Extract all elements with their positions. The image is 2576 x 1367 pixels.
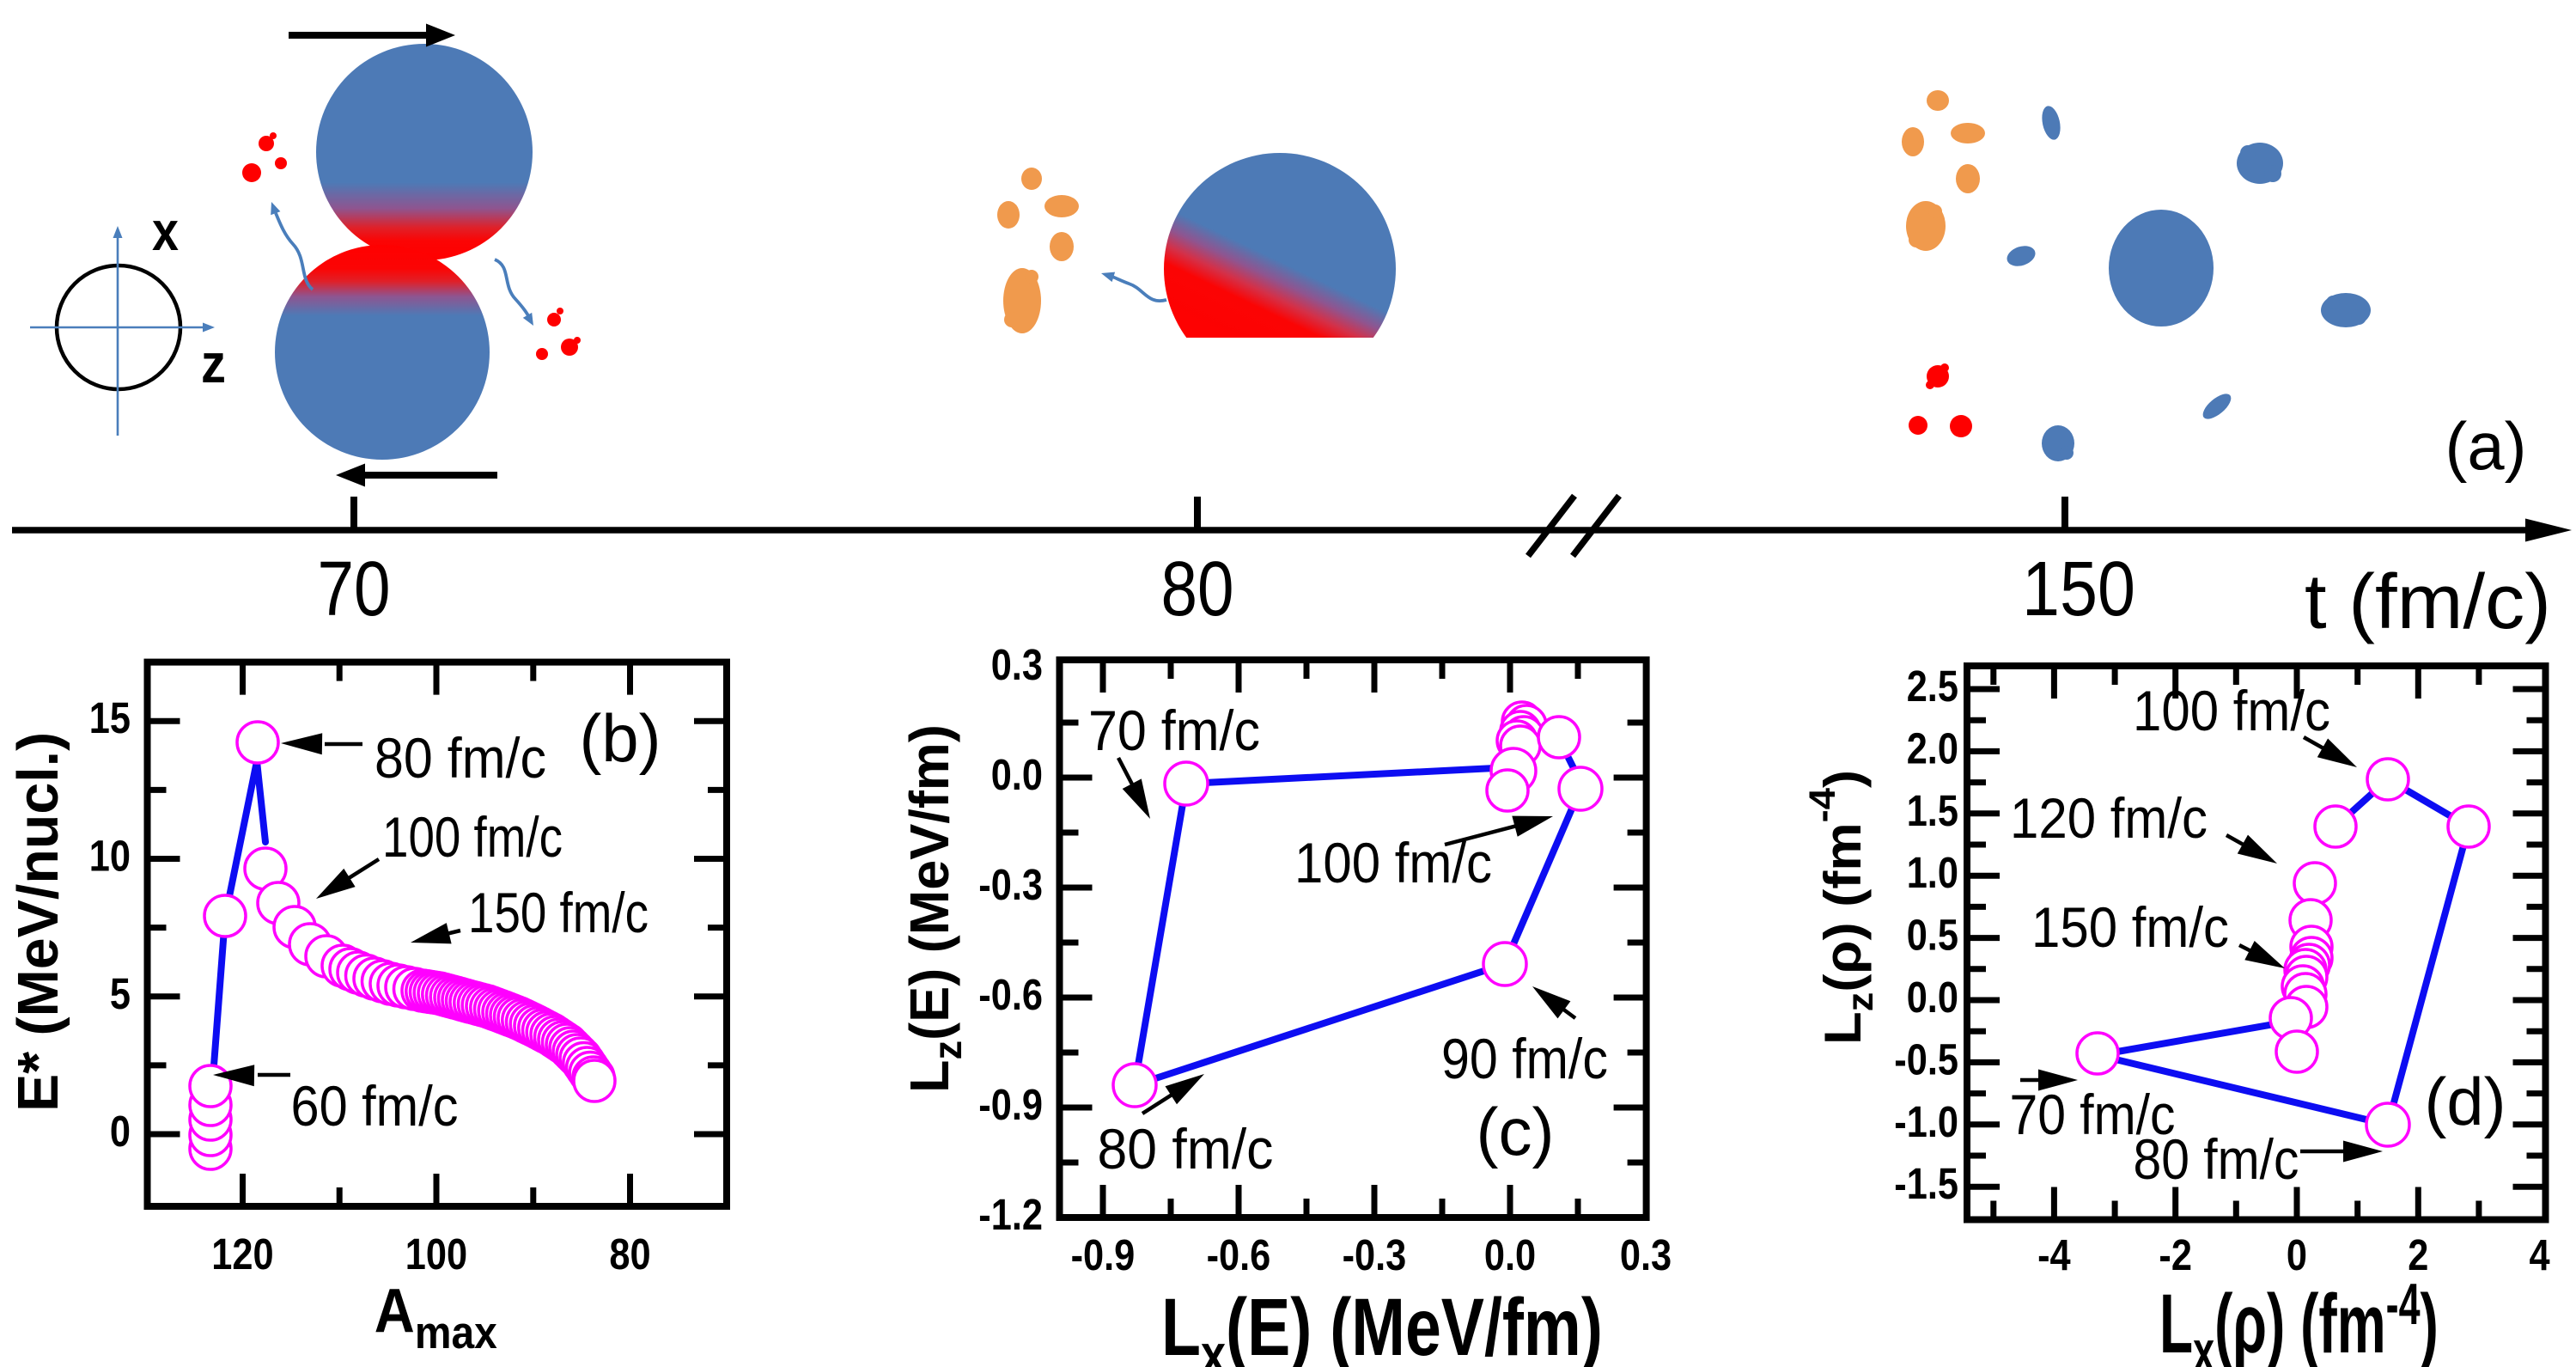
- svg-text:150 fm/c: 150 fm/c: [468, 881, 649, 944]
- svg-text:2: 2: [2408, 1231, 2428, 1280]
- svg-text:-4: -4: [2037, 1231, 2071, 1280]
- svg-text:70 fm/c: 70 fm/c: [1088, 699, 1260, 763]
- svg-text:Lx(ρ) (fm-4): Lx(ρ) (fm-4): [2159, 1272, 2439, 1367]
- svg-text:0.0: 0.0: [1484, 1231, 1536, 1280]
- svg-text:-0.9: -0.9: [1071, 1231, 1136, 1280]
- svg-text:0.0: 0.0: [991, 751, 1043, 800]
- svg-text:Lz(E) (MeV/fm): Lz(E) (MeV/fm): [899, 724, 971, 1093]
- svg-text:-0.3: -0.3: [978, 861, 1043, 910]
- svg-text:80: 80: [609, 1230, 650, 1279]
- svg-text:-1.2: -1.2: [978, 1191, 1043, 1240]
- svg-text:(d): (d): [2425, 1065, 2506, 1139]
- svg-text:90 fm/c: 90 fm/c: [1441, 1028, 1608, 1091]
- svg-text:1.5: 1.5: [1907, 787, 1958, 836]
- svg-text:70 fm/c: 70 fm/c: [2010, 1083, 2176, 1147]
- svg-text:Amax: Amax: [375, 1276, 497, 1358]
- svg-text:0: 0: [2287, 1231, 2307, 1280]
- svg-text:0: 0: [110, 1108, 131, 1156]
- svg-text:100: 100: [405, 1230, 467, 1279]
- svg-text:-2: -2: [2159, 1231, 2192, 1280]
- svg-text:100 fm/c: 100 fm/c: [382, 805, 563, 869]
- svg-text:100 fm/c: 100 fm/c: [2133, 680, 2330, 742]
- svg-text:10: 10: [89, 832, 131, 881]
- svg-text:(b): (b): [580, 702, 661, 776]
- svg-text:-0.3: -0.3: [1343, 1231, 1407, 1280]
- svg-text:80 fm/c: 80 fm/c: [2134, 1128, 2299, 1192]
- svg-text:80: 80: [1161, 545, 1234, 632]
- svg-text:80 fm/c: 80 fm/c: [1098, 1117, 1274, 1181]
- svg-text:80 fm/c: 80 fm/c: [375, 727, 546, 790]
- svg-text:120 fm/c: 120 fm/c: [2010, 787, 2208, 850]
- svg-text:-1.5: -1.5: [1894, 1160, 1958, 1209]
- svg-text:5: 5: [110, 970, 131, 1019]
- svg-text:E* (MeV/nucl.): E* (MeV/nucl.): [7, 732, 70, 1112]
- svg-text:z: z: [201, 333, 226, 394]
- svg-text:150: 150: [2022, 545, 2135, 632]
- svg-text:x: x: [152, 200, 179, 261]
- svg-text:-0.9: -0.9: [978, 1081, 1043, 1130]
- svg-text:t (fm/c): t (fm/c): [2305, 558, 2551, 645]
- svg-text:2.5: 2.5: [1907, 662, 1958, 711]
- svg-text:2.0: 2.0: [1907, 724, 1958, 773]
- svg-text:120: 120: [211, 1230, 273, 1279]
- svg-text:-0.6: -0.6: [1207, 1231, 1271, 1280]
- svg-text:-1.0: -1.0: [1894, 1098, 1958, 1147]
- svg-text:0.3: 0.3: [1620, 1231, 1672, 1280]
- svg-text:0.5: 0.5: [1907, 911, 1958, 960]
- svg-text:-0.6: -0.6: [978, 971, 1043, 1020]
- svg-text:15: 15: [89, 694, 131, 743]
- svg-text:60 fm/c: 60 fm/c: [291, 1075, 459, 1138]
- svg-text:4: 4: [2530, 1231, 2551, 1280]
- svg-text:70: 70: [318, 545, 391, 632]
- svg-text:0.0: 0.0: [1907, 973, 1958, 1022]
- svg-text:Lx(E) (MeV/fm): Lx(E) (MeV/fm): [1161, 1282, 1603, 1367]
- svg-text:(c): (c): [1477, 1094, 1555, 1169]
- svg-text:-0.5: -0.5: [1894, 1035, 1958, 1084]
- svg-text:Lz(ρ) (fm-4): Lz(ρ) (fm-4): [1802, 770, 1881, 1045]
- svg-text:150 fm/c: 150 fm/c: [2031, 896, 2229, 959]
- svg-text:0.3: 0.3: [991, 641, 1043, 690]
- svg-text:(a): (a): [2445, 410, 2527, 484]
- svg-text:1.0: 1.0: [1907, 849, 1958, 898]
